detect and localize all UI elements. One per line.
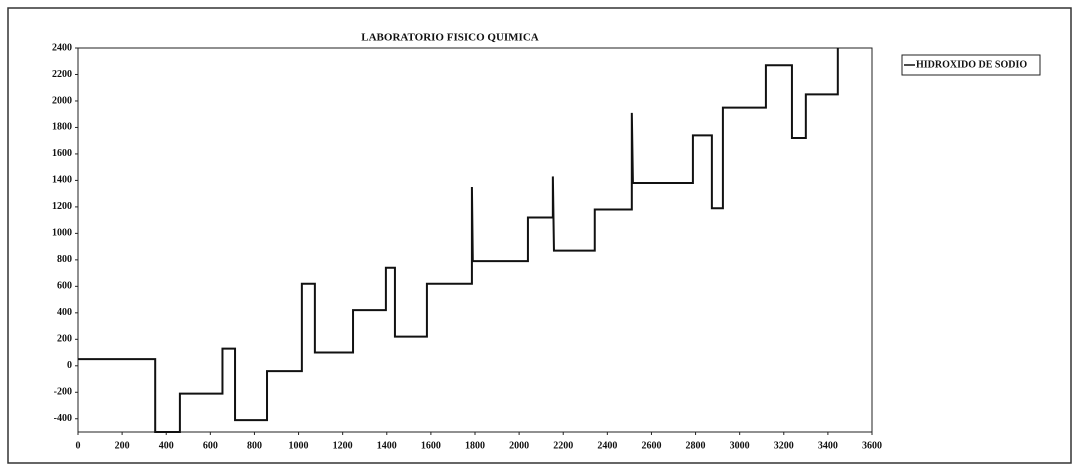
y-tick-label: 1200 (52, 201, 72, 212)
y-tick-label: 2200 (52, 69, 72, 80)
x-tick-label: 600 (203, 440, 218, 451)
x-tick-label: 2400 (597, 440, 617, 451)
x-tick-label: 2800 (686, 440, 706, 451)
chart-title: LABORATORIO FISICO QUIMICA (361, 32, 539, 44)
y-tick-label: 800 (57, 254, 72, 265)
y-tick-label: 400 (57, 307, 72, 318)
y-tick-label: 2400 (52, 42, 72, 53)
y-tick-label: 1800 (52, 122, 72, 133)
y-tick-label: -200 (54, 387, 72, 398)
x-tick-label: 1600 (421, 440, 441, 451)
y-tick-label: 0 (67, 360, 72, 371)
x-tick-label: 0 (76, 440, 81, 451)
y-tick-label: 2000 (52, 95, 72, 106)
x-tick-label: 2200 (553, 440, 573, 451)
x-tick-label: 1200 (333, 440, 353, 451)
y-tick-label: 600 (57, 281, 72, 292)
x-tick-label: 3400 (818, 440, 838, 451)
x-tick-label: 1400 (377, 440, 397, 451)
x-tick-label: 800 (247, 440, 262, 451)
x-tick-label: 200 (115, 440, 130, 451)
y-tick-label: -400 (54, 413, 72, 424)
frame (7, 7, 1072, 464)
plot-area (77, 47, 873, 433)
x-tick-label: 2600 (641, 440, 661, 451)
line (78, 48, 839, 433)
x-tick-label: 3600 (862, 440, 882, 451)
y-tick-label: 1000 (52, 228, 72, 239)
x-tick-label: 400 (159, 440, 174, 451)
legend-box (901, 54, 1041, 76)
legend-label: HIDROXIDO DE SODIO (916, 59, 1027, 70)
y-tick-label: 1600 (52, 148, 72, 159)
x-tick-label: 1000 (289, 440, 309, 451)
y-tick-label: 200 (57, 334, 72, 345)
x-tick-label: 3000 (730, 440, 750, 451)
x-tick-label: 1800 (465, 440, 485, 451)
x-tick-label: 3200 (774, 440, 794, 451)
x-tick-label: 2000 (509, 440, 529, 451)
y-tick-label: 1400 (52, 175, 72, 186)
